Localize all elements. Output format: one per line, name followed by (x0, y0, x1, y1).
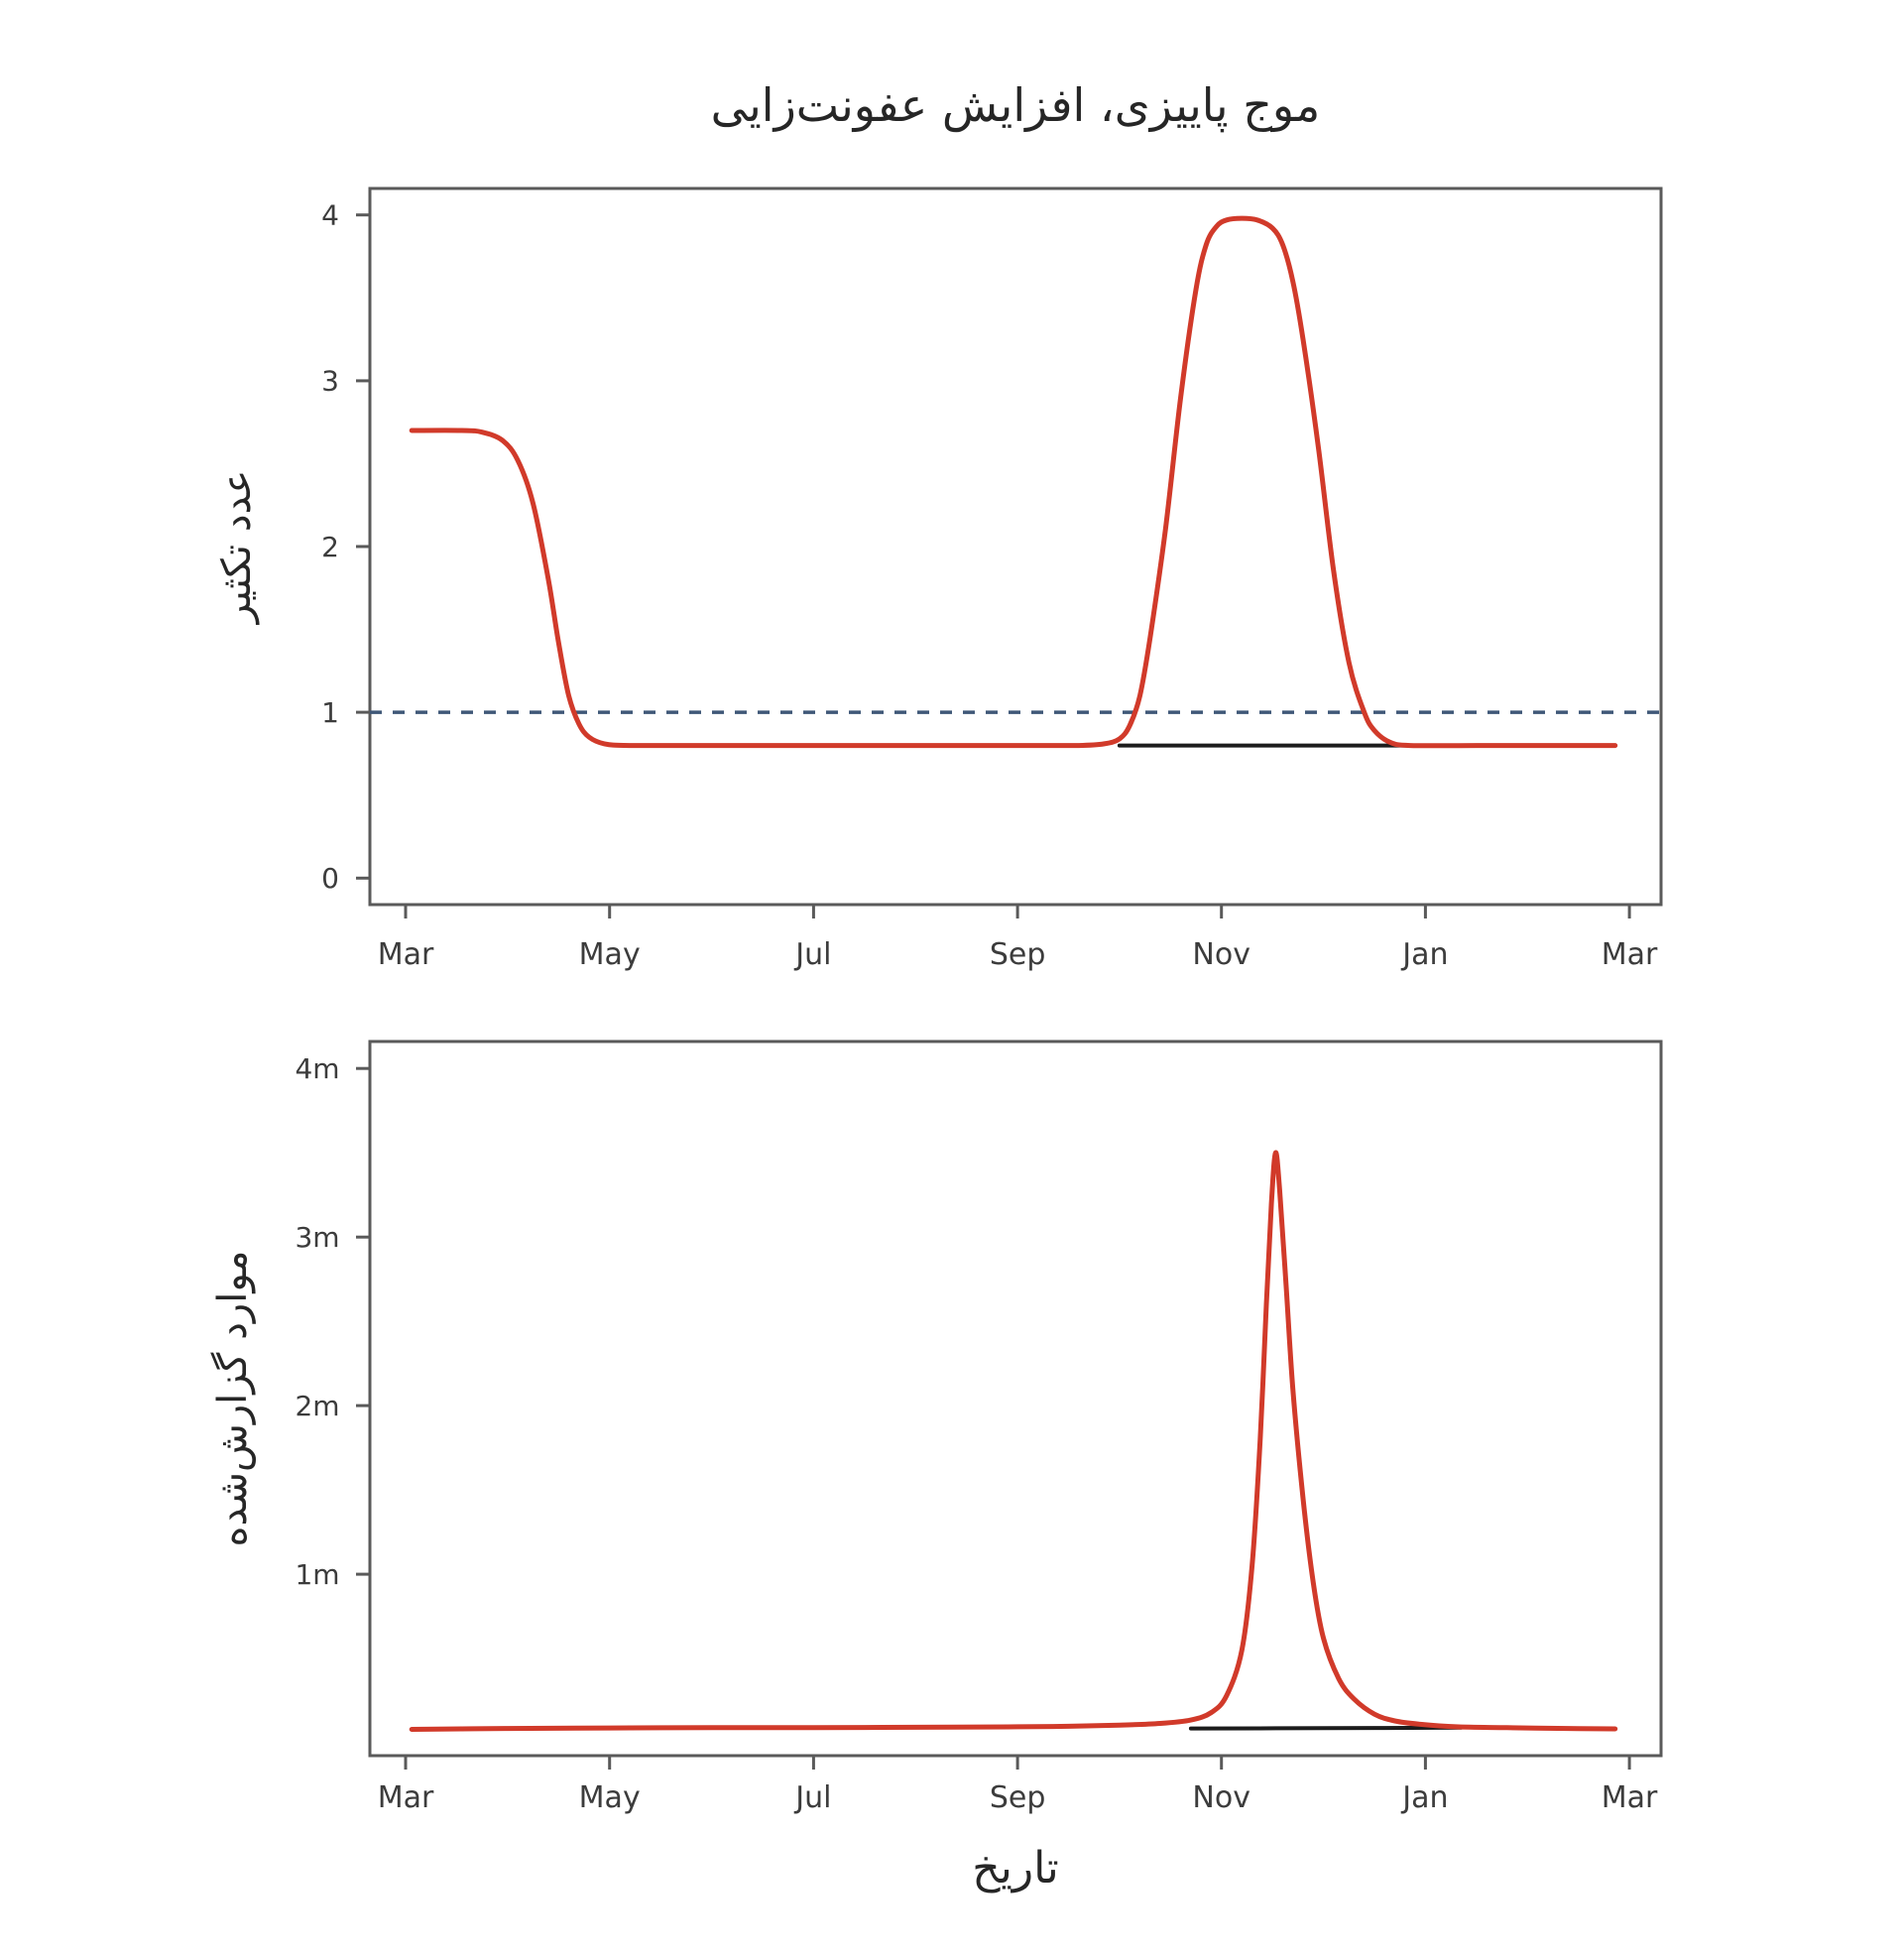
x-tick-label: Mar (1602, 1780, 1658, 1815)
x-tick-label: Sep (990, 1780, 1046, 1815)
y-tick-label: 4 (321, 199, 339, 232)
y-tick-label: 0 (321, 862, 339, 895)
x-tick-label: May (579, 1780, 641, 1815)
series-increased-infectivity (409, 1150, 1618, 1732)
x-tick-label: Mar (1602, 937, 1658, 972)
bottom-panel-reported-cases: 1m 2m 3m 4m Mar May Jul Sep Nov Jan Mar (295, 1040, 1663, 1815)
y-tick-label: 2m (295, 1390, 339, 1422)
x-tick-label: Sep (990, 937, 1046, 972)
series-baseline-scenario (1188, 1725, 1464, 1731)
x-axis-label: تاریخ (972, 1843, 1059, 1894)
panel-border (368, 1040, 1663, 1758)
series-increased-infectivity (409, 215, 1618, 749)
x-tick-label: Jan (1400, 1780, 1448, 1815)
chart-title: موج پاییزی، افزایش عفونت‌زایی (711, 78, 1321, 133)
top-y-axis-label: عدد تکثیر (214, 470, 260, 626)
y-tick-label: 1m (295, 1558, 339, 1591)
y-tick-label: 3 (321, 365, 339, 398)
panel-border (368, 186, 1663, 907)
x-tick-label: Jul (793, 937, 831, 972)
x-tick-label: Jul (793, 1780, 831, 1815)
x-tick-label: Jan (1400, 937, 1448, 972)
top-panel-reproduction-number: 0 1 2 3 4 Mar May Jul Sep Nov Jan Mar (321, 186, 1663, 972)
y-tick-label: 2 (321, 531, 339, 563)
x-tick-label: Mar (378, 937, 434, 972)
x-tick-label: Nov (1192, 1780, 1250, 1815)
bottom-y-axis-label: موارد گزارش‌شده (210, 1251, 256, 1547)
y-tick-label: 4m (295, 1052, 339, 1085)
x-tick-label: May (579, 937, 641, 972)
y-tick-label: 3m (295, 1221, 339, 1254)
x-tick-label: Nov (1192, 937, 1250, 972)
x-tick-label: Mar (378, 1780, 434, 1815)
y-tick-label: 1 (321, 696, 339, 729)
